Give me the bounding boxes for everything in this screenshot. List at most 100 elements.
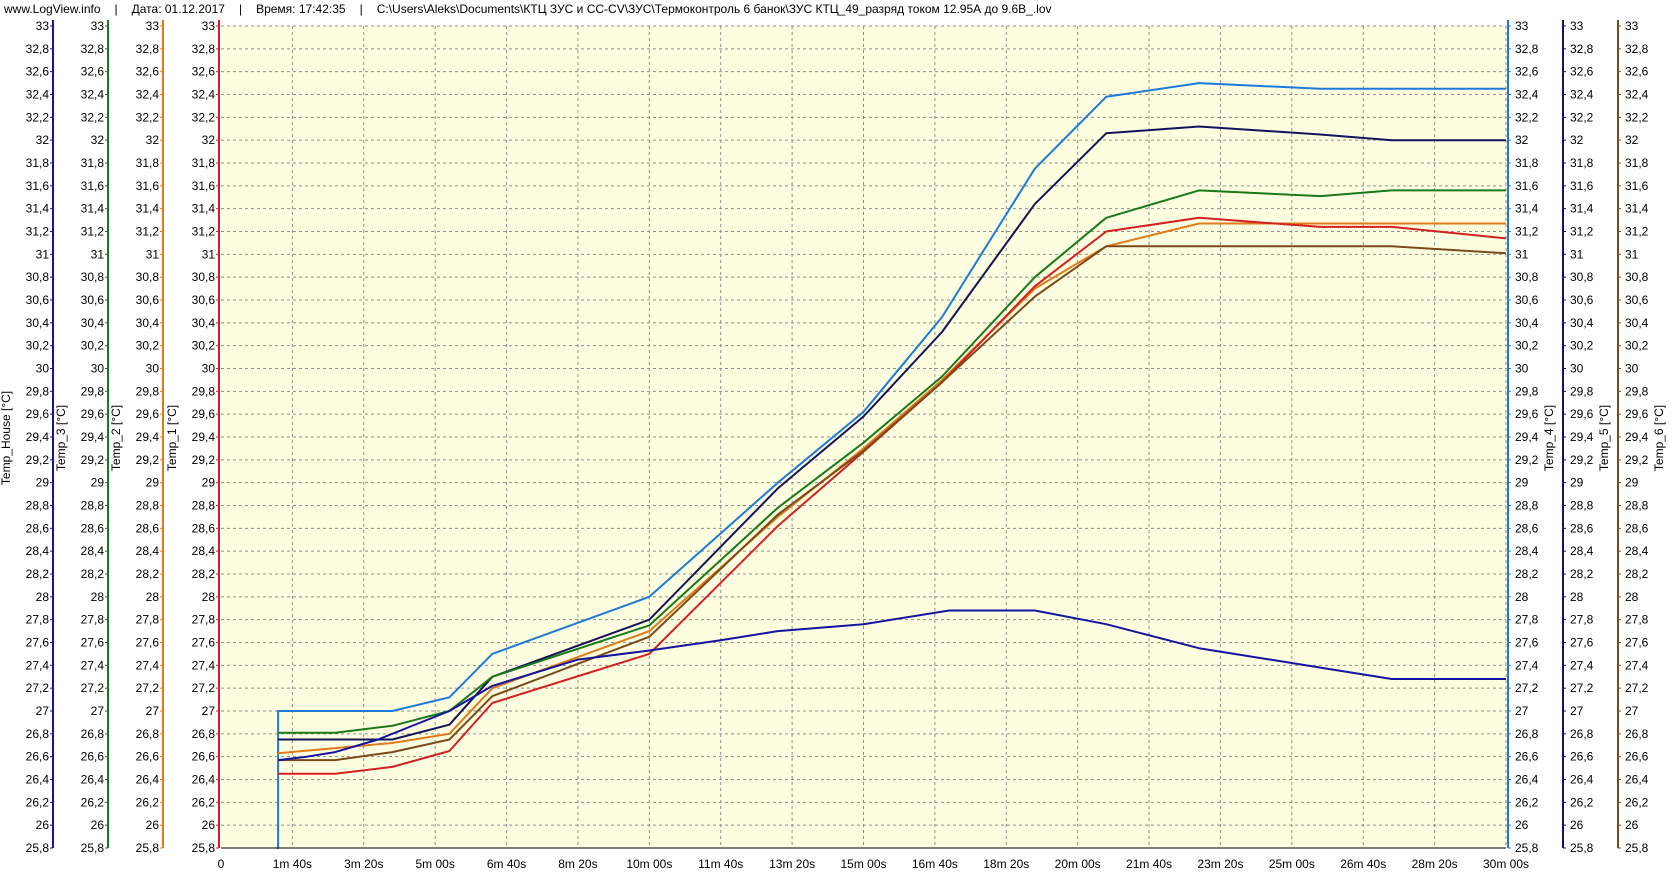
y-tick-label: 27,4 bbox=[1570, 658, 1594, 672]
y-tick-label: 27,6 bbox=[1625, 636, 1649, 650]
y-tick-label: 27,8 bbox=[26, 613, 50, 627]
y-tick-label: 28,6 bbox=[136, 521, 160, 535]
y-tick-label: 27,4 bbox=[26, 658, 50, 672]
y-tick-label: 28 bbox=[1625, 590, 1639, 604]
y-tick-label: 30,2 bbox=[136, 339, 160, 353]
y-tick-label: 31,6 bbox=[1625, 179, 1649, 193]
y-tick-label: 32,4 bbox=[1625, 88, 1649, 102]
y-tick-label: 31,6 bbox=[26, 179, 50, 193]
series-line bbox=[278, 245, 1507, 762]
y-tick-label: 27,8 bbox=[1625, 613, 1649, 627]
y-tick-label: 30,4 bbox=[1625, 316, 1649, 330]
x-tick-label: 16m 40s bbox=[912, 857, 958, 871]
y-tick-label: 32,4 bbox=[192, 88, 216, 102]
y-tick-label: 26 bbox=[91, 818, 105, 832]
y-tick-label: 28,8 bbox=[1570, 499, 1594, 513]
y-tick-label: 26 bbox=[1515, 818, 1529, 832]
y-tick-label: 29 bbox=[1625, 476, 1639, 490]
y-tick-label: 33 bbox=[1570, 19, 1584, 33]
y-tick-label: 31,4 bbox=[81, 202, 105, 216]
y-tick-label: 31,2 bbox=[136, 225, 160, 239]
y-tick-label: 28,4 bbox=[81, 544, 105, 558]
x-tick-label: 15m 00s bbox=[840, 857, 886, 871]
y-tick-label: 27 bbox=[36, 704, 50, 718]
y-tick-label: 28,8 bbox=[81, 499, 105, 513]
y-tick-label: 27 bbox=[91, 704, 105, 718]
y-tick-label: 30,6 bbox=[1570, 293, 1594, 307]
y-tick-label: 32 bbox=[91, 133, 105, 147]
y-tick-label: 31,2 bbox=[1625, 225, 1649, 239]
y-tick-label: 31,4 bbox=[1515, 202, 1539, 216]
x-tick-label: 23m 20s bbox=[1197, 857, 1243, 871]
y-tick-label: 31,8 bbox=[1625, 156, 1649, 170]
y-tick-label: 32,8 bbox=[81, 42, 105, 56]
y-tick-label: 29,8 bbox=[26, 384, 50, 398]
y-tick-label: 30,8 bbox=[192, 270, 216, 284]
y-tick-label: 30,4 bbox=[192, 316, 216, 330]
y-tick-label: 29,6 bbox=[26, 407, 50, 421]
y-tick-label: 30,8 bbox=[26, 270, 50, 284]
y-tick-label: 30,6 bbox=[26, 293, 50, 307]
y-tick-label: 29,6 bbox=[81, 407, 105, 421]
y-tick-label: 31,8 bbox=[1515, 156, 1539, 170]
y-tick-label: 28,6 bbox=[81, 521, 105, 535]
time-label: Время: 17:42:35 bbox=[256, 2, 346, 16]
y-tick-label: 31,8 bbox=[192, 156, 216, 170]
y-tick-label: 32 bbox=[1570, 133, 1584, 147]
x-tick-label: 5m 00s bbox=[415, 857, 454, 871]
y-tick-label: 29,8 bbox=[81, 384, 105, 398]
y-tick-label: 30,4 bbox=[1570, 316, 1594, 330]
y-tick-label: 30,6 bbox=[192, 293, 216, 307]
x-tick-label: 21m 40s bbox=[1126, 857, 1172, 871]
y-tick-label: 32 bbox=[146, 133, 160, 147]
y-tick-label: 26,2 bbox=[81, 795, 105, 809]
title-bar: www.LogView.info | Дата: 01.12.2017 | Вр… bbox=[0, 0, 1674, 18]
y-tick-label: 28,4 bbox=[1515, 544, 1539, 558]
y-tick-label: 28 bbox=[1515, 590, 1529, 604]
y-tick-label: 26,8 bbox=[1625, 727, 1649, 741]
y-tick-label: 32,8 bbox=[1625, 42, 1649, 56]
y-tick-label: 26,4 bbox=[136, 773, 160, 787]
y-tick-label: 28,8 bbox=[1515, 499, 1539, 513]
y-tick-label: 30,2 bbox=[1625, 339, 1649, 353]
y-tick-label: 26,4 bbox=[192, 773, 216, 787]
y-tick-label: 29,2 bbox=[1570, 453, 1594, 467]
y-tick-label: 30,2 bbox=[1570, 339, 1594, 353]
y-tick-label: 28,2 bbox=[1570, 567, 1594, 581]
y-tick-label: 31,6 bbox=[136, 179, 160, 193]
y-tick-label: 28,2 bbox=[81, 567, 105, 581]
y-tick-label: 30 bbox=[1570, 362, 1584, 376]
x-tick-label: 30m 00s bbox=[1483, 857, 1529, 871]
y-tick-label: 29,8 bbox=[1625, 384, 1649, 398]
y-tick-label: 32,4 bbox=[1570, 88, 1594, 102]
y-tick-label: 32,6 bbox=[1570, 65, 1594, 79]
y-tick-label: 31 bbox=[202, 247, 216, 261]
y-tick-label: 28,2 bbox=[192, 567, 216, 581]
y-axis-title: Temp_4 [°C] bbox=[1542, 405, 1556, 471]
y-tick-label: 31 bbox=[91, 247, 105, 261]
x-tick-label: 28m 20s bbox=[1412, 857, 1458, 871]
y-tick-label: 26,2 bbox=[1570, 795, 1594, 809]
y-tick-label: 27,2 bbox=[26, 681, 50, 695]
y-tick-label: 29,4 bbox=[136, 430, 160, 444]
y-tick-label: 32,2 bbox=[136, 110, 160, 124]
x-tick-label: 25m 00s bbox=[1269, 857, 1315, 871]
x-tick-label: 1m 40s bbox=[273, 857, 312, 871]
y-tick-label: 26,6 bbox=[1625, 750, 1649, 764]
y-tick-label: 30,8 bbox=[1625, 270, 1649, 284]
y-tick-label: 31,2 bbox=[1515, 225, 1539, 239]
y-tick-label: 30,2 bbox=[81, 339, 105, 353]
y-tick-label: 29,2 bbox=[81, 453, 105, 467]
y-tick-label: 26 bbox=[36, 818, 50, 832]
y-tick-label: 30,4 bbox=[136, 316, 160, 330]
y-tick-label: 31,6 bbox=[81, 179, 105, 193]
y-tick-label: 25,8 bbox=[26, 841, 50, 855]
y-tick-label: 30 bbox=[91, 362, 105, 376]
y-tick-label: 29,2 bbox=[26, 453, 50, 467]
y-tick-label: 27 bbox=[146, 704, 160, 718]
y-tick-label: 28 bbox=[146, 590, 160, 604]
y-tick-label: 31,2 bbox=[192, 225, 216, 239]
y-tick-label: 25,8 bbox=[1625, 841, 1649, 855]
y-tick-label: 31,6 bbox=[1570, 179, 1594, 193]
y-tick-label: 29,4 bbox=[81, 430, 105, 444]
